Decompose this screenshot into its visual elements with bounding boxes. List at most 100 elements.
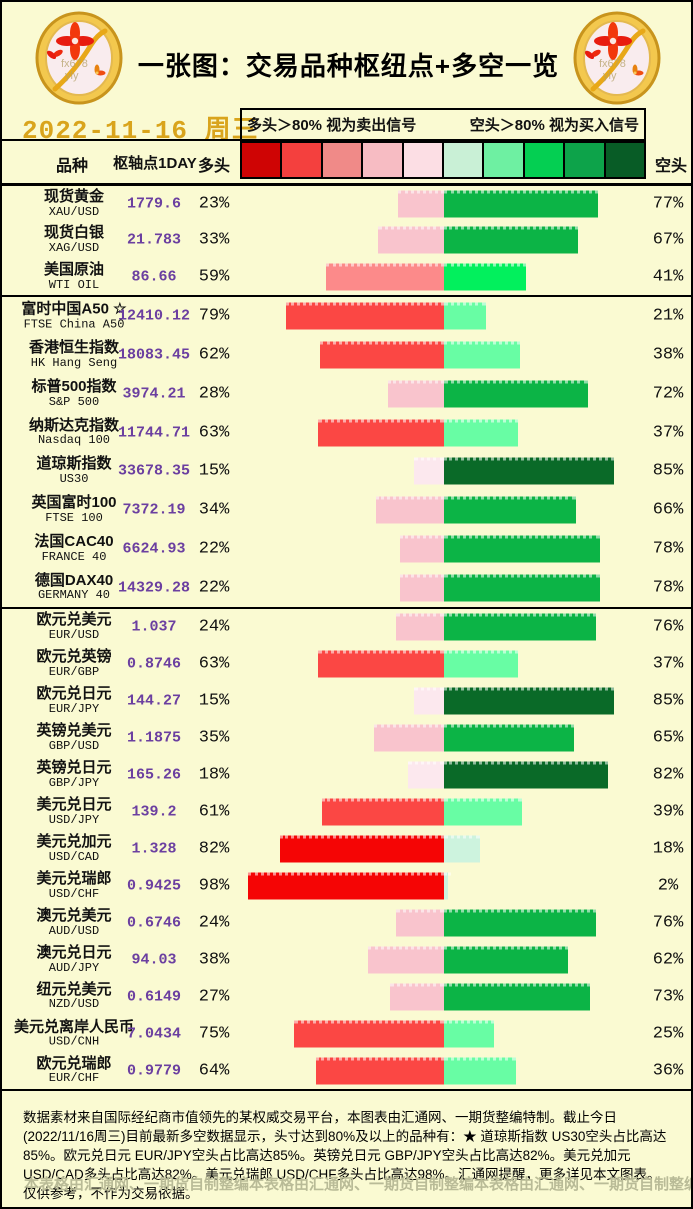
long-bar bbox=[414, 457, 444, 485]
legend-swatch bbox=[605, 143, 645, 177]
short-bar bbox=[444, 872, 448, 900]
pivot-value: 11744.71 bbox=[117, 424, 190, 442]
table-row: 香港恒生指数 HK Hang Seng 18083.45 62% 38% bbox=[2, 336, 691, 375]
table-row: 欧元兑瑞郎 EUR/CHF 0.9779 64% 36% bbox=[2, 1052, 691, 1089]
table-row: 富时中国A50 ☆ FTSE China A50 12410.12 79% 21% bbox=[2, 297, 691, 336]
instrument-name: 澳元兑日元 AUD/JPY bbox=[2, 943, 146, 975]
table-row: 美元兑瑞郎 USD/CHF 0.9425 98% 2% bbox=[2, 867, 691, 904]
instrument-name-cn: 美元兑离岸人民币 bbox=[13, 1018, 134, 1036]
table-row: 美元兑加元 USD/CAD 1.328 82% 18% bbox=[2, 831, 691, 868]
table-row: 欧元兑美元 EUR/USD 1.037 24% 76% bbox=[2, 609, 691, 646]
long-bar bbox=[294, 1020, 444, 1048]
instrument-code: USD/CNH bbox=[48, 1034, 100, 1049]
legend-long-note: 多头＞80% 视为卖出信号 bbox=[247, 117, 417, 134]
instrument-code: HK Hang Seng bbox=[30, 355, 118, 370]
long-bar bbox=[408, 761, 444, 789]
coin-flower-icon-left: fx678 yly bbox=[35, 11, 123, 105]
short-percent: 78% bbox=[652, 578, 684, 598]
instrument-code: AUD/USD bbox=[48, 923, 100, 938]
table-section: 欧元兑美元 EUR/USD 1.037 24% 76% 欧元兑英镑 EUR/GBP 0.874… bbox=[2, 609, 691, 1091]
instrument-code: US30 bbox=[59, 472, 89, 487]
credit-watermark: 本表格由汇通网、一期货自制整编 bbox=[249, 1176, 475, 1193]
instrument-name: 法国CAC40 FRANCE 40 bbox=[2, 533, 146, 564]
pivot-value: 139.2 bbox=[131, 803, 177, 821]
table-row: 英镑兑日元 GBP/JPY 165.26 18% 82% bbox=[2, 757, 691, 794]
table-row: 标普500指数 S&P 500 3974.21 28% 72% bbox=[2, 375, 691, 414]
coin-watermark-line2: yly bbox=[603, 70, 617, 82]
long-bar bbox=[318, 419, 444, 447]
pivot-value: 1.037 bbox=[131, 618, 177, 636]
pivot-value: 86.66 bbox=[131, 268, 177, 286]
instrument-name: 现货白银 XAG/USD bbox=[2, 225, 146, 256]
instrument-name: 香港恒生指数 HK Hang Seng bbox=[2, 339, 146, 370]
instrument-name-cn: 道琼斯指数 bbox=[36, 455, 112, 473]
instrument-code: FTSE China A50 bbox=[23, 317, 125, 332]
long-percent: 79% bbox=[198, 306, 230, 326]
instrument-name-cn: 美元兑瑞郎 bbox=[36, 869, 112, 887]
short-percent: 39% bbox=[652, 802, 684, 822]
long-bar bbox=[286, 302, 444, 330]
instrument-name: 现货黄金 XAU/USD bbox=[2, 188, 146, 219]
pivot-value: 0.8746 bbox=[126, 655, 181, 673]
pivot-value: 7372.19 bbox=[122, 501, 186, 519]
table-section: 现货黄金 XAU/USD 1779.6 23% 77% 现货白银 XAG/USD 21.783… bbox=[2, 186, 691, 297]
pivot-value: 0.9779 bbox=[126, 1062, 181, 1080]
instrument-code: USD/JPY bbox=[48, 812, 100, 827]
small-blossom bbox=[94, 64, 106, 76]
instrument-name-cn: 澳元兑日元 bbox=[36, 943, 112, 961]
instrument-name: 欧元兑瑞郎 EUR/CHF bbox=[2, 1054, 146, 1086]
short-bar bbox=[444, 380, 588, 408]
instrument-name: 富时中国A50 ☆ FTSE China A50 bbox=[2, 301, 146, 332]
long-bar bbox=[280, 835, 444, 863]
column-header-pivot: 枢轴点1DAY bbox=[113, 155, 197, 172]
long-bar bbox=[320, 341, 444, 369]
instrument-name: 英国富时100 FTSE 100 bbox=[2, 494, 146, 525]
long-percent: 62% bbox=[198, 345, 230, 365]
instrument-name-cn: 澳元兑美元 bbox=[36, 906, 112, 924]
pivot-value: 165.26 bbox=[126, 766, 181, 784]
legend-swatch bbox=[565, 143, 606, 177]
instrument-code: USD/CHF bbox=[48, 886, 100, 901]
long-percent: 15% bbox=[198, 461, 230, 481]
table-body: 现货黄金 XAU/USD 1779.6 23% 77% 现货白银 XAG/USD 21.783… bbox=[2, 183, 691, 1091]
legend-swatch bbox=[363, 143, 404, 177]
instrument-code: S&P 500 bbox=[48, 394, 100, 409]
instrument-name-cn: 香港恒生指数 bbox=[28, 339, 119, 357]
instrument-name-cn: 欧元兑日元 bbox=[36, 685, 112, 703]
short-bar bbox=[444, 457, 614, 485]
flower-bud bbox=[46, 49, 63, 60]
instrument-code: GERMANY 40 bbox=[37, 588, 110, 603]
short-bar bbox=[444, 190, 598, 218]
instrument-name-cn: 欧元兑英镑 bbox=[36, 648, 112, 666]
short-percent: 76% bbox=[652, 617, 684, 637]
date-label: 2022-11-16 周三 bbox=[22, 116, 259, 146]
short-percent: 77% bbox=[652, 194, 684, 214]
table-row: 法国CAC40 FRANCE 40 6624.93 22% 78% bbox=[2, 530, 691, 569]
long-percent: 35% bbox=[198, 728, 230, 748]
instrument-code: FRANCE 40 bbox=[41, 549, 107, 564]
instrument-name: 纳斯达克指数 Nasdaq 100 bbox=[2, 417, 146, 448]
short-bar bbox=[444, 574, 600, 602]
short-percent: 72% bbox=[652, 384, 684, 404]
table-section: 富时中国A50 ☆ FTSE China A50 12410.12 79% 21% 香港恒… bbox=[2, 297, 691, 609]
instrument-name: 标普500指数 S&P 500 bbox=[2, 377, 146, 409]
instrument-name: 德国DAX40 GERMANY 40 bbox=[2, 572, 146, 603]
short-bar bbox=[444, 496, 576, 524]
pivot-value: 0.6746 bbox=[126, 914, 181, 932]
instrument-name: 英镑兑美元 GBP/USD bbox=[2, 722, 146, 753]
instrument-name-cn: 现货黄金 bbox=[43, 188, 104, 206]
legend-swatch bbox=[282, 143, 323, 177]
table-row: 澳元兑日元 AUD/JPY 94.03 38% 62% bbox=[2, 941, 691, 978]
short-bar bbox=[444, 263, 526, 291]
coin-watermark-line2: yly bbox=[65, 70, 79, 82]
long-percent: 75% bbox=[198, 1024, 230, 1044]
long-bar bbox=[248, 872, 444, 900]
instrument-name: 澳元兑美元 AUD/USD bbox=[2, 906, 146, 938]
short-bar bbox=[444, 650, 518, 678]
long-bar bbox=[376, 496, 444, 524]
instrument-name-cn: 标普500指数 bbox=[31, 377, 117, 395]
long-bar bbox=[396, 613, 444, 641]
pivot-value: 18083.45 bbox=[117, 346, 190, 364]
long-percent: 34% bbox=[198, 500, 230, 520]
instrument-name-cn: 欧元兑瑞郎 bbox=[36, 1054, 112, 1072]
